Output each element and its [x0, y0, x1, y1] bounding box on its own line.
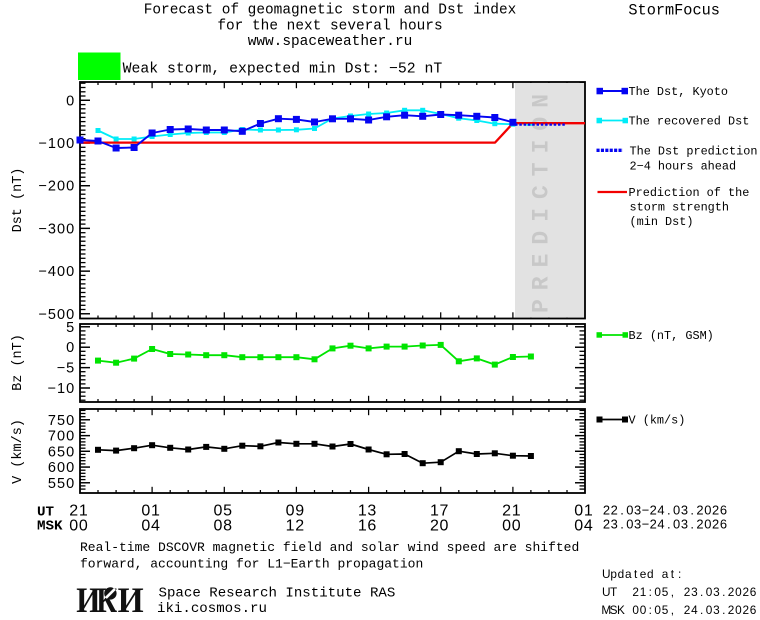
svg-text:0: 0 [66, 93, 74, 109]
svg-text:−10: −10 [48, 381, 75, 397]
svg-text:The Dst, Kyoto: The Dst, Kyoto [629, 85, 729, 99]
svg-text:UT: UT [37, 504, 55, 520]
svg-text:Dst (nT): Dst (nT) [11, 168, 26, 233]
svg-text:00: 00 [69, 517, 88, 534]
svg-text:StormFocus: StormFocus [628, 1, 720, 19]
svg-text:Prediction of the: Prediction of the [629, 186, 750, 200]
svg-text:Space Research Institute RAS: Space Research Institute RAS [159, 585, 396, 601]
svg-text:−400: −400 [39, 264, 75, 280]
svg-text:12: 12 [286, 517, 305, 534]
svg-text:V (km/s): V (km/s) [11, 419, 26, 484]
svg-text:К: К [96, 581, 117, 620]
svg-text:750: 750 [48, 413, 74, 429]
svg-text:−300: −300 [39, 221, 75, 237]
svg-text:Forecast of geomagnetic storm: Forecast of geomagnetic storm and Dst in… [144, 3, 517, 19]
svg-text:17: 17 [430, 503, 449, 520]
svg-text:V (km/s): V (km/s) [629, 414, 686, 428]
svg-text:И: И [76, 581, 100, 620]
svg-text:600: 600 [48, 460, 74, 476]
svg-text:5: 5 [66, 320, 74, 336]
svg-text:www.spaceweather.ru: www.spaceweather.ru [248, 34, 413, 50]
svg-text:−500: −500 [39, 307, 75, 323]
svg-text:for the next several hours: for the next several hours [217, 19, 442, 35]
svg-text:forward, accounting for L1−Ear: forward, accounting for L1−Earth propaga… [80, 557, 423, 572]
svg-text:700: 700 [48, 429, 74, 445]
svg-text:01: 01 [574, 503, 593, 520]
svg-text:0: 0 [66, 340, 74, 356]
svg-text:MSK: MSK [37, 518, 63, 534]
svg-text:04: 04 [141, 517, 160, 534]
svg-text:iki.cosmos.ru: iki.cosmos.ru [157, 601, 267, 617]
svg-text:650: 650 [48, 444, 74, 460]
svg-text:−200: −200 [39, 179, 75, 195]
svg-text:Bz (nT, GSM): Bz (nT, GSM) [629, 329, 714, 343]
svg-text:Weak storm, expected min Dst:: Weak storm, expected min Dst: −52 nT [123, 62, 443, 78]
svg-text:23.03−24.03.2026: 23. 03−24. 03. 2026 [603, 517, 727, 532]
svg-text:550: 550 [48, 476, 74, 492]
svg-text:22.03−24.03.2026: 22. 03−24. 03. 2026 [603, 502, 727, 517]
svg-text:00: 00 [502, 517, 521, 534]
svg-text:Real-time DSCOVR magnetic fiel: Real-time DSCOVR magnetic field and sola… [80, 540, 579, 555]
svg-text:The Dst prediction: The Dst prediction [630, 145, 758, 159]
svg-text:09: 09 [286, 503, 305, 520]
svg-text:The recovered Dst: The recovered Dst [629, 115, 750, 129]
svg-text:(min Dst): (min Dst) [630, 215, 694, 229]
svg-text:16: 16 [358, 517, 377, 534]
svg-text:20: 20 [430, 517, 449, 534]
svg-text:2−4 hours ahead: 2−4 hours ahead [630, 160, 737, 174]
svg-text:21: 21 [69, 503, 88, 520]
svg-text:08: 08 [214, 517, 233, 534]
svg-text:−5: −5 [57, 361, 74, 377]
svg-text:PREDICTION: PREDICTION [529, 85, 555, 313]
svg-text:05: 05 [214, 503, 233, 520]
svg-text:−100: −100 [39, 136, 75, 152]
svg-text:04: 04 [574, 517, 593, 534]
svg-text:Bz (nT): Bz (nT) [11, 334, 26, 391]
svg-text:13: 13 [358, 503, 377, 520]
svg-text:storm strength: storm strength [630, 201, 730, 215]
svg-text:21: 21 [502, 503, 521, 520]
svg-text:01: 01 [141, 503, 160, 520]
svg-text:И: И [118, 580, 144, 620]
